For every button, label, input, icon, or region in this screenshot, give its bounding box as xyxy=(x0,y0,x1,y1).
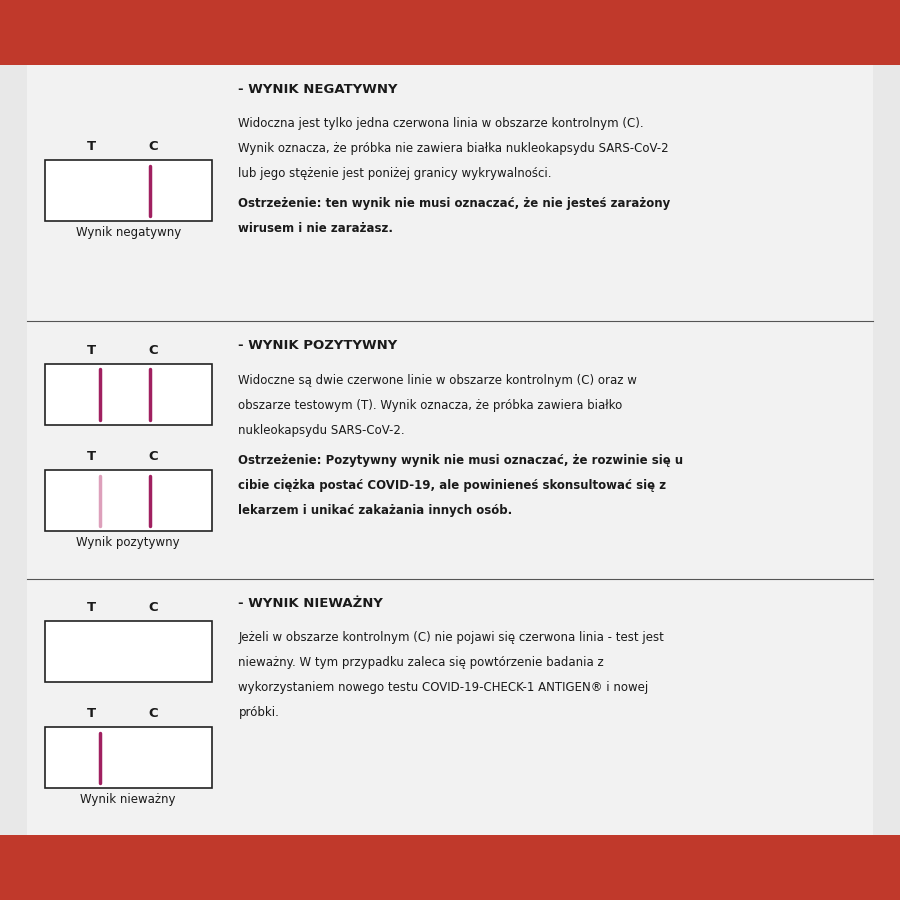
Text: nukleokapsydu SARS-CoV-2.: nukleokapsydu SARS-CoV-2. xyxy=(238,424,405,436)
Bar xyxy=(45,470,212,531)
Text: C: C xyxy=(148,707,158,720)
Text: T: T xyxy=(87,140,96,153)
Text: Jeżeli w obszarze kontrolnym (C) nie pojawi się czerwona linia - test jest: Jeżeli w obszarze kontrolnym (C) nie poj… xyxy=(238,631,664,644)
Text: nieważny. W tym przypadku zaleca się powtórzenie badania z: nieważny. W tym przypadku zaleca się pow… xyxy=(238,656,604,669)
Text: - WYNIK NIEWAŻNY: - WYNIK NIEWAŻNY xyxy=(238,597,383,609)
Text: próbki.: próbki. xyxy=(238,706,279,719)
Text: wirusem i nie zarażasz.: wirusem i nie zarażasz. xyxy=(238,222,393,235)
Text: T: T xyxy=(87,601,96,614)
Text: C: C xyxy=(148,450,158,463)
Bar xyxy=(45,160,212,221)
Text: Wynik negatywny: Wynik negatywny xyxy=(76,226,181,239)
Bar xyxy=(0,0,900,65)
Text: wykorzystaniem nowego testu COVID-19-CHECK-1 ANTIGEN® i nowej: wykorzystaniem nowego testu COVID-19-CHE… xyxy=(238,681,649,694)
Text: Widoczna jest tylko jedna czerwona linia w obszarze kontrolnym (C).: Widoczna jest tylko jedna czerwona linia… xyxy=(238,117,644,130)
Text: Ostrzeżenie: Pozytywny wynik nie musi oznaczać, że rozwinie się u: Ostrzeżenie: Pozytywny wynik nie musi oz… xyxy=(238,454,684,466)
Bar xyxy=(45,621,212,682)
Text: C: C xyxy=(148,601,158,614)
Text: Wynik pozytywny: Wynik pozytywny xyxy=(76,536,180,549)
Text: T: T xyxy=(87,450,96,463)
Text: lekarzem i unikać zakażania innych osób.: lekarzem i unikać zakażania innych osób. xyxy=(238,504,513,517)
Text: Ostrzeżenie: ten wynik nie musi oznaczać, że nie jesteś zarażony: Ostrzeżenie: ten wynik nie musi oznaczać… xyxy=(238,197,670,210)
Text: C: C xyxy=(148,140,158,153)
Text: obszarze testowym (T). Wynik oznacza, że próbka zawiera białko: obszarze testowym (T). Wynik oznacza, że… xyxy=(238,399,623,411)
Text: Widoczne są dwie czerwone linie w obszarze kontrolnym (C) oraz w: Widoczne są dwie czerwone linie w obszar… xyxy=(238,374,637,386)
Bar xyxy=(45,727,212,788)
Text: T: T xyxy=(87,344,96,357)
Text: Wynik nieważny: Wynik nieważny xyxy=(80,793,176,806)
Text: Wynik oznacza, że próbka nie zawiera białka nukleokapsydu SARS-CoV-2: Wynik oznacza, że próbka nie zawiera bia… xyxy=(238,142,669,155)
Text: C: C xyxy=(148,344,158,357)
Text: T: T xyxy=(87,707,96,720)
Text: - WYNIK NEGATYWNY: - WYNIK NEGATYWNY xyxy=(238,83,398,95)
Text: - WYNIK POZYTYWNY: - WYNIK POZYTYWNY xyxy=(238,339,398,352)
Bar xyxy=(0,835,900,900)
Bar xyxy=(45,364,212,425)
Text: cibie ciężka postać COVID-19, ale powinieneś skonsultować się z: cibie ciężka postać COVID-19, ale powini… xyxy=(238,479,667,491)
Bar xyxy=(27,65,873,835)
Text: lub jego stężenie jest poniżej granicy wykrywalności.: lub jego stężenie jest poniżej granicy w… xyxy=(238,167,552,180)
